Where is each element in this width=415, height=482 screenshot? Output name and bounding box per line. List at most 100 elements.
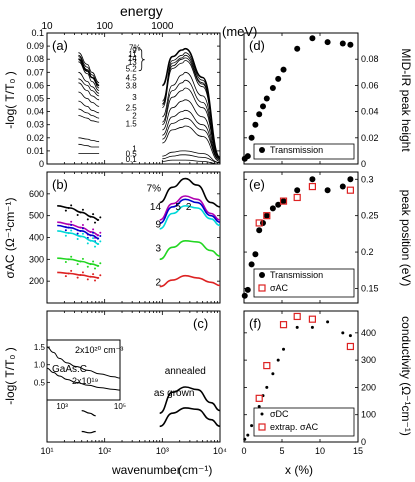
panel-b-point [67, 226, 70, 229]
panel-a-ytick-label: 0.05 [26, 94, 44, 104]
chart-marks: 0 0.01 0.02 0.03 0.04 0.05 0.06 0.07 0.08 0.09 0.1… [26, 21, 378, 456]
panel-c-xtick-label: 10³ [156, 446, 169, 456]
panel-b-point [67, 258, 70, 261]
panel-b-point [81, 227, 84, 230]
panel-f-point [271, 372, 275, 376]
panel-b-point [64, 275, 67, 278]
inset-annotation-low: 2x10¹⁹ [72, 376, 99, 386]
panel-b-point [81, 257, 84, 260]
panel-a-curve-label: 3 [132, 93, 137, 102]
panel-a-curve-label: 5.2 [126, 64, 138, 73]
panel-b-point [70, 269, 73, 272]
panel-e-ytick-label: 0.2 [361, 247, 374, 257]
panel-b-point [99, 274, 102, 277]
panel-a-curve-high [162, 87, 221, 160]
panel-f-ytick-label: 200 [361, 382, 376, 392]
panel-e-point [339, 183, 346, 190]
panel-e-legend-marker [258, 284, 266, 292]
panel-b-point [94, 279, 97, 282]
panel-f-label: (f) [249, 316, 261, 331]
panel-f-ytick-label: 100 [361, 410, 376, 420]
panel-a-curve-high [161, 57, 221, 160]
panel-e-point [293, 193, 301, 202]
panel-b-point [99, 216, 102, 219]
panel-a-curve-high [162, 150, 221, 164]
panel-b-curve-high [159, 198, 221, 225]
panel-b-curve-label: 9 [155, 219, 161, 230]
panel-d-legend-box [253, 143, 355, 160]
panel-e-point [308, 182, 316, 191]
panel-c-curve-low [81, 410, 96, 417]
panel-b-point [89, 215, 92, 218]
panel-b-point [79, 235, 82, 238]
panel-b-point [94, 267, 97, 270]
panel-b-point [76, 238, 79, 241]
panel-e-frame [243, 171, 359, 304]
panel-f-point [276, 358, 280, 362]
panel-e-legend-label: σAC [270, 283, 289, 293]
panel-d-ytick-label: 0.04 [361, 107, 379, 117]
panel-f-legend-box [253, 407, 355, 437]
panel-b-point [96, 243, 99, 246]
panel-a-curve-high [161, 60, 221, 160]
panel-a-ytick-label: 0.09 [26, 41, 44, 51]
panel-d-point [339, 40, 346, 47]
panel-e-point [324, 187, 331, 194]
panel-a-curve-low [78, 143, 100, 148]
panel-d-point [294, 45, 301, 52]
panel-a-curve-high [162, 99, 221, 161]
panel-b-point [67, 207, 70, 210]
panel-a-curve-high [162, 117, 221, 161]
panel-e-ytick-label: 0.25 [361, 211, 379, 221]
panel-e-point [275, 201, 282, 208]
inset-xtick-label: 10⁵ [114, 402, 126, 411]
panel-b-point [64, 229, 67, 232]
panel-d-point [260, 103, 266, 110]
panel-d-point [280, 66, 287, 73]
panel-a-curve-label: 7% [129, 43, 141, 52]
panel-c-curve-high [159, 407, 221, 428]
panel-d-ytick-label: 0.08 [361, 54, 379, 64]
panel-b-curve-high [159, 239, 221, 261]
panel-b-point [76, 232, 79, 235]
panel-b-point [99, 240, 102, 243]
panel-a-curve-low [78, 100, 100, 114]
panel-b-point [86, 278, 89, 281]
panel-f-point [243, 437, 247, 441]
inset-material-label: GaAs:C [52, 364, 87, 375]
panel-f-legend-marker [258, 423, 266, 431]
panel-a-curve-label: 1.5 [126, 119, 138, 128]
panel-b-point [99, 234, 102, 237]
panel-e-point [252, 251, 259, 258]
panel-b-curve-low [57, 257, 100, 267]
panel-d-point [309, 35, 316, 42]
panel-c-asgrown-label: as grown [154, 388, 195, 399]
panel-f-point [257, 405, 261, 409]
panel-b-ytick-label: 500 [29, 211, 44, 221]
panel-e-point [241, 292, 248, 299]
panel-b-point [86, 242, 89, 245]
panel-b-point [89, 234, 92, 237]
panel-a-label: (a) [52, 38, 68, 53]
panel-a-ylabel: -log( T/T₀ ) [3, 71, 17, 128]
panel-a-curve-label: 9 [132, 46, 137, 55]
inset-curve [46, 346, 121, 379]
panel-f-frame [243, 310, 359, 443]
panel-a-curve-label: 2.5 [126, 104, 138, 113]
panel-a-ytick-label: 0.01 [26, 146, 44, 156]
panel-b-point [96, 219, 99, 222]
panel-b-point [70, 220, 73, 223]
bottom-axis-unit: (cm⁻¹) [178, 463, 212, 477]
panel-b-curve-high [159, 274, 221, 288]
panel-a-curve-low [78, 78, 100, 97]
panel-b-point [81, 224, 84, 227]
panel-b-point [79, 226, 82, 229]
panel-f-point [308, 315, 316, 323]
panel-b-point [86, 218, 89, 221]
panel-b-ytick-label: 300 [29, 254, 44, 264]
panel-a-curve-low [78, 58, 100, 87]
panel-b-curve-label: 7% [147, 183, 162, 194]
panel-f-point [346, 342, 354, 351]
panel-e-point [255, 219, 263, 227]
top-axis-unit: (meV) [222, 24, 257, 39]
